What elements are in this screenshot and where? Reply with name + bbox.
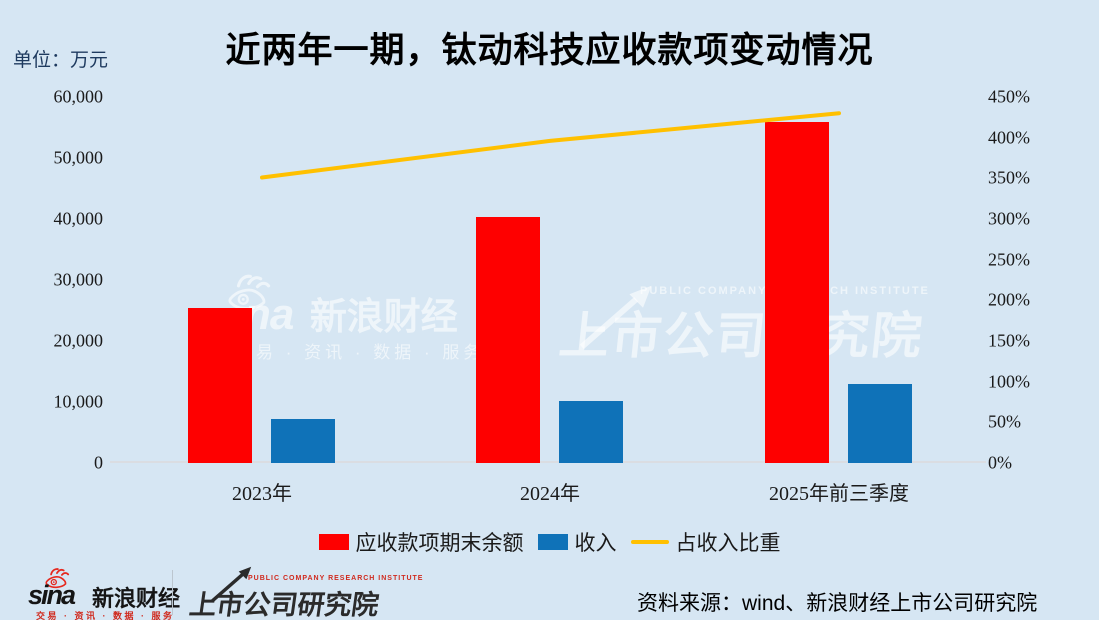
y-axis-right-tick-2: 350% (988, 167, 1030, 188)
bar-income-1 (559, 400, 623, 463)
y-axis-left-tick-3: 30,000 (53, 269, 104, 290)
y-axis-left-tick-6: 0 (94, 452, 103, 473)
legend-swatch-ratio (630, 540, 669, 544)
bar-receivables-1 (476, 217, 540, 463)
sina-logo-word: sina (28, 580, 76, 610)
y-axis-left-tick-0: 60,000 (53, 86, 104, 107)
bar-receivables-0 (188, 308, 252, 463)
sina-logo: sina 新浪财经 交易 · 资讯 · 数据 · 服务 (0, 566, 180, 620)
x-axis-label-0: 2023年 (232, 483, 292, 505)
y-axis-right-tick-8: 50% (988, 411, 1021, 432)
sina-logo-name: 新浪财经 (92, 586, 181, 611)
legend-label-income: 收入 (574, 531, 617, 555)
x-axis-label-2: 2025年前三季度 (769, 483, 909, 505)
ratio-line (260, 111, 841, 180)
watermark-sina-latin: na (244, 290, 294, 339)
footer-divider (172, 570, 173, 615)
watermark-sina: na 新浪财经 交易 · 资讯 · 数据 · 服务 (200, 274, 480, 364)
bar-receivables-2 (765, 122, 829, 463)
y-axis-right-tick-5: 200% (988, 289, 1030, 310)
arrow-icon (575, 282, 660, 354)
y-axis-right-tick-1: 400% (988, 127, 1030, 148)
legend-label-ratio: 占收入比重 (675, 531, 781, 555)
x-axis-label-1: 2024年 (520, 483, 580, 505)
source-note: 资料来源：wind、新浪财经上市公司研究院 (637, 592, 1038, 615)
y-axis-right-tick-7: 100% (988, 371, 1030, 392)
page-title: 近两年一期，钛动科技应收款项变动情况 (225, 31, 874, 70)
institute-logo-en: PUBLIC COMPANY RESEARCH INSTITUTE (248, 575, 424, 582)
watermark-sina-text: na 新浪财经 (244, 286, 458, 340)
bar-income-2 (848, 383, 912, 463)
watermark-sina-name: 新浪财经 (309, 296, 458, 337)
y-axis-left-tick-1: 50,000 (53, 147, 104, 168)
watermark-sina-tagline: 交易 · 资讯 · 数据 · 服务 (235, 343, 485, 362)
sina-logo-tagline: 交易 · 资讯 · 数据 · 服务 (36, 611, 175, 620)
y-axis-right-tick-9: 0% (988, 452, 1012, 473)
unit-label: 单位：万元 (13, 50, 109, 71)
y-axis-right-tick-4: 250% (988, 249, 1030, 270)
legend-label-receivables: 应收款项期末余额 (355, 531, 524, 555)
y-axis-right-tick-0: 450% (988, 86, 1030, 107)
legend: 应收款项期末余额 收入 占收入比重 (0, 527, 1099, 557)
y-axis-right-tick-3: 300% (988, 208, 1030, 229)
y-axis-left-tick-5: 10,000 (53, 391, 104, 412)
watermark-institute: PUBLIC COMPANY RESEARCH INSTITUTE 上市公司研究… (540, 280, 960, 375)
legend-swatch-income (537, 534, 568, 550)
arrow-icon (210, 565, 253, 604)
y-axis-left-tick-4: 20,000 (53, 330, 104, 351)
legend-swatch-receivables (318, 534, 349, 550)
y-axis-left-tick-2: 40,000 (53, 208, 104, 229)
x-axis-line (110, 461, 986, 463)
institute-logo: PUBLIC COMPANY RESEARCH INSTITUTE 上市公司研究… (188, 565, 422, 620)
y-axis-right-tick-6: 150% (988, 330, 1030, 351)
bar-income-0 (271, 419, 335, 463)
